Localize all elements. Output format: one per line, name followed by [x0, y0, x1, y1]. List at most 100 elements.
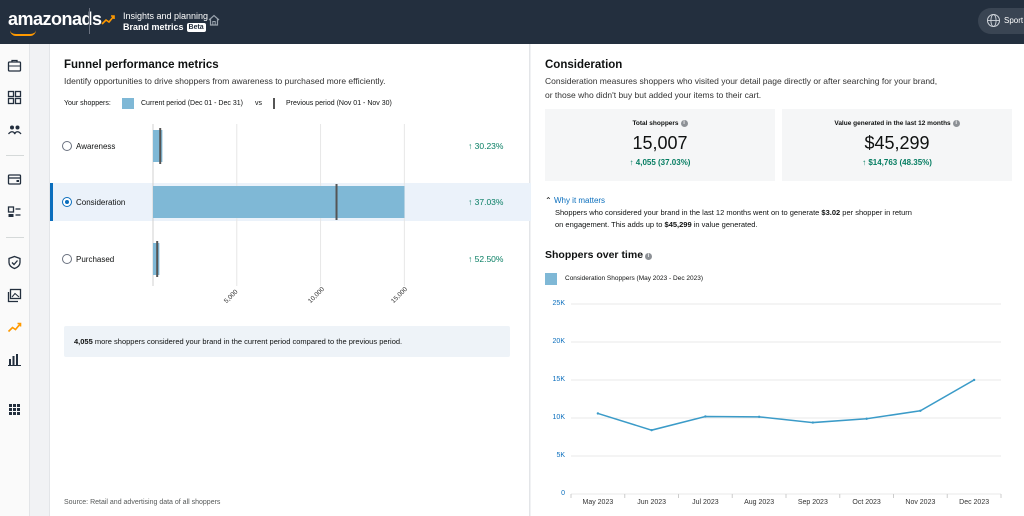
awareness-change: ↑ 30.23%	[468, 141, 503, 151]
insights-trend-icon[interactable]	[7, 320, 22, 335]
trend-y-tick-label: 5K	[556, 452, 565, 459]
trend-x-tick-label: Jul 2023	[692, 499, 719, 506]
trend-y-tick-label: 25K	[552, 300, 565, 307]
trend-point[interactable]	[972, 378, 976, 382]
trend-point[interactable]	[865, 417, 868, 420]
trend-icon	[101, 15, 115, 25]
dashboard-icon[interactable]	[7, 90, 22, 105]
trend-point[interactable]	[650, 428, 653, 432]
legend-current: Current period (Dec 01 - Dec 31)	[141, 100, 243, 107]
up-arrow-icon: ↑	[629, 158, 636, 167]
total-shoppers-label-text: Total shoppers	[632, 120, 679, 127]
media-icon[interactable]	[7, 288, 22, 303]
consideration-panel: Consideration Consideration measures sho…	[531, 44, 1024, 516]
trend-y-tick-label: 15K	[552, 376, 565, 383]
purchased-pct: 52.50%	[474, 254, 504, 264]
up-arrow-icon: ↑	[862, 158, 869, 167]
trend-x-tick-label: May 2023	[582, 499, 614, 506]
trend-x-tick-label: Nov 2023	[905, 499, 936, 506]
total-shoppers-label: Total shoppers i	[545, 120, 775, 127]
trend-x-tick-label: Oct 2023	[852, 499, 881, 506]
up-arrow-icon: ↑	[468, 197, 473, 207]
purchased-label[interactable]: Purchased	[76, 255, 115, 264]
consideration-change: ↑ 37.03%	[468, 197, 503, 207]
up-arrow-icon: ↑	[468, 254, 473, 264]
trend-y-tick-label: 10K	[552, 414, 565, 421]
amazon-ads-logo[interactable]: amazonads	[8, 9, 102, 29]
app-subtitle-text: Brand metrics	[123, 22, 184, 32]
source-note: Source: Retail and advertising data of a…	[64, 499, 221, 506]
trend-point[interactable]	[596, 412, 600, 415]
app-title: Insights and planning	[123, 11, 209, 21]
value-generated-delta-text: $14,763 (48.35%)	[868, 158, 932, 167]
legend-current-swatch	[122, 98, 134, 109]
globe-icon[interactable]	[986, 13, 1001, 28]
legend-label: Your shoppers:	[64, 100, 111, 107]
consideration-label[interactable]: Consideration	[76, 198, 126, 207]
reports-icon[interactable]	[7, 352, 22, 367]
trend-point[interactable]	[919, 409, 922, 412]
logo-smile	[10, 30, 36, 36]
purchased-change: ↑ 52.50%	[468, 254, 503, 264]
why-text-2: per shopper in return on engagement. Thi…	[555, 208, 912, 229]
total-shoppers-delta: ↑ 4,055 (37.03%)	[545, 158, 775, 167]
audience-icon[interactable]	[7, 122, 22, 137]
home-icon[interactable]	[207, 13, 221, 27]
callout-text: 4,055 more shoppers considered your bran…	[74, 337, 402, 346]
briefcase-icon[interactable]	[7, 58, 22, 73]
apps-grid-icon[interactable]	[7, 402, 22, 417]
why-it-matters-link[interactable]: Why it matters	[553, 196, 606, 205]
value-generated-label: Value generated in the last 12 months i	[782, 120, 1012, 127]
why-it-matters-toggle[interactable]: ⌃ Why it matters	[545, 196, 605, 205]
trend-series-line[interactable]	[597, 379, 975, 431]
campaign-icon[interactable]	[7, 204, 22, 219]
info-icon[interactable]: i	[952, 120, 960, 127]
trend-point[interactable]	[704, 415, 707, 418]
funnel-title: Funnel performance metrics	[64, 59, 219, 71]
wallet-icon[interactable]	[7, 172, 22, 187]
trend-title: Shoppers over time i	[545, 249, 653, 261]
trend-point[interactable]	[757, 415, 761, 419]
trend-x-tick-label: Aug 2023	[744, 499, 775, 506]
callout-count: 4,055	[74, 337, 93, 346]
awareness-radio[interactable]	[62, 141, 72, 151]
chevron-up-icon[interactable]: ⌃	[545, 196, 552, 205]
awareness-label[interactable]: Awareness	[76, 142, 116, 151]
consideration-title: Consideration	[545, 59, 623, 71]
value-generated-card: Value generated in the last 12 months i $…	[782, 109, 1012, 181]
info-icon[interactable]: i	[645, 253, 653, 260]
purchased-radio[interactable]	[62, 254, 72, 264]
trend-legend-label: Consideration Shoppers (May 2023 - Dec 2…	[565, 275, 704, 282]
value-generated-label-text: Value generated in the last 12 months	[834, 120, 951, 127]
trend-legend-swatch	[545, 273, 557, 285]
nav-divider	[6, 155, 24, 156]
funnel-bar-current-consideration[interactable]	[153, 186, 405, 218]
up-arrow-icon: ↑	[468, 141, 473, 151]
account-switcher[interactable]	[978, 8, 1024, 34]
why-text-1: Shoppers who considered your brand in th…	[555, 208, 822, 217]
why-text-3: in value generated.	[691, 220, 758, 229]
top-bar: amazonads Insights and planning Brand me…	[0, 0, 1024, 44]
consideration-description: Consideration measures shoppers who visi…	[545, 76, 938, 100]
total-shoppers-value: 15,007	[632, 133, 688, 153]
funnel-bar-current-purchased[interactable]	[153, 243, 160, 275]
legend-previous-swatch	[273, 98, 275, 109]
info-icon[interactable]: i	[680, 120, 688, 127]
funnel-panel: Funnel performance metrics Identify oppo…	[49, 44, 531, 516]
funnel-bar-chart	[152, 124, 405, 286]
shield-icon[interactable]	[7, 255, 22, 270]
funnel-description: Identify opportunities to drive shoppers…	[64, 76, 386, 86]
top-divider	[89, 8, 90, 34]
trend-x-tick-label: Dec 2023	[959, 499, 990, 506]
trend-x-tick-label: Jun 2023	[637, 499, 667, 506]
trend-point[interactable]	[811, 421, 815, 424]
funnel-bar-current-awareness[interactable]	[153, 130, 163, 162]
consideration-radio[interactable]	[62, 197, 72, 207]
left-nav	[0, 44, 30, 516]
why-it-matters-text: Shoppers who considered your brand in th…	[555, 207, 915, 231]
app-subtitle: Brand metrics Beta	[123, 22, 206, 33]
total-shoppers-delta-text: 4,055 (37.03%)	[635, 158, 691, 167]
insight-callout: 4,055 more shoppers considered your bran…	[64, 326, 510, 357]
account-name[interactable]: Sport	[1004, 16, 1024, 25]
total-shoppers-card: Total shoppers i 15,007 ↑ 4,055 (37.03%)	[545, 109, 775, 181]
